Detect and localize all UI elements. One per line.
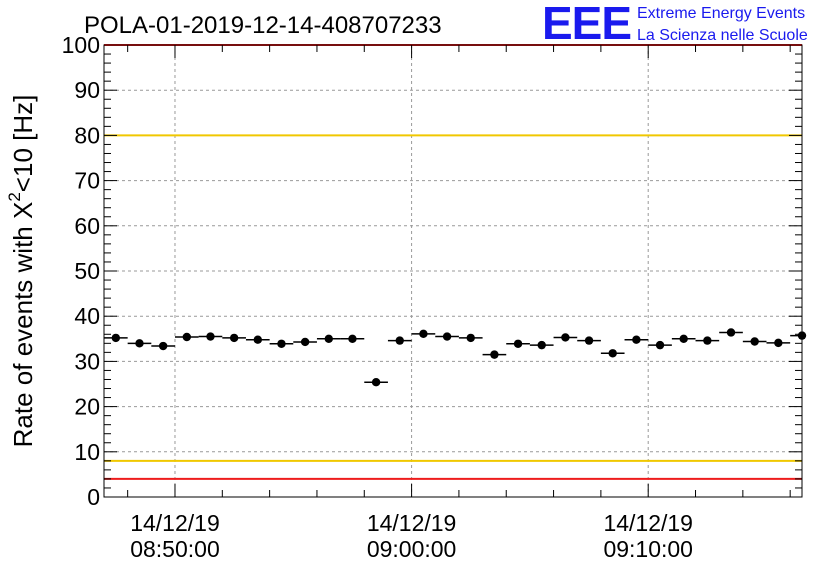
data-point: [726, 328, 736, 337]
grid: [104, 45, 802, 497]
x-tick-time-label: 09:00:00: [367, 536, 457, 562]
data-point: [277, 339, 286, 348]
data-point: [797, 331, 807, 340]
x-tick-date-label: 14/12/19: [130, 510, 220, 536]
data-points: [104, 328, 807, 387]
y-axis-label: Rate of events with X2<10 [Hz]: [5, 95, 38, 448]
data-point: [703, 336, 712, 345]
y-tick-label: 70: [74, 168, 100, 194]
data-point: [490, 350, 499, 359]
x-tick-date-label: 14/12/19: [367, 510, 457, 536]
y-tick-label: 100: [62, 32, 100, 58]
reference-lines: [104, 44, 802, 480]
data-point: [774, 338, 783, 348]
data-point: [253, 335, 262, 344]
y-tick-label: 90: [74, 77, 100, 103]
eee-logo: EEE Extreme Energy Events La Scienza nel…: [542, 0, 808, 49]
y-tick-label: 10: [74, 439, 100, 465]
y-axis: 0 10 20 30 40 50 60 70 80 90 100: [62, 32, 802, 510]
data-point: [584, 336, 594, 345]
y-tick-label: 20: [74, 394, 100, 420]
data-point: [442, 332, 452, 341]
y-axis-label-main: Rate of events with X: [8, 202, 38, 448]
data-point: [679, 334, 688, 343]
chart-title: POLA-01-2019-12-14-408707233: [84, 12, 442, 39]
data-point: [371, 377, 381, 387]
data-point: [632, 335, 641, 344]
data-point: [513, 339, 523, 348]
y-tick-label: 40: [74, 303, 100, 329]
y-axis-label-tail: <10 [Hz]: [8, 95, 38, 193]
data-point: [206, 332, 215, 341]
y-tick-label: 0: [87, 484, 100, 510]
data-point: [395, 336, 404, 345]
x-tick-time-label: 09:10:00: [603, 536, 693, 562]
x-axis: 14/12/1908:50:0014/12/1909:00:0014/12/19…: [127, 45, 791, 562]
data-point: [608, 349, 617, 358]
data-point: [750, 337, 759, 346]
y-axis-label-superscript: 2: [5, 192, 24, 201]
data-point: [324, 334, 333, 343]
data-point: [655, 340, 665, 350]
data-point: [300, 337, 310, 347]
x-tick-date-label: 14/12/19: [603, 510, 693, 536]
eee-logo-mark: EEE: [542, 0, 631, 49]
data-point: [158, 341, 168, 351]
y-tick-label: 50: [74, 258, 100, 284]
data-point: [111, 333, 121, 343]
x-tick-time-label: 08:50:00: [130, 536, 220, 562]
data-point: [182, 332, 192, 342]
data-point: [348, 334, 357, 343]
eee-logo-line2: La Scienza nelle Scuole: [637, 27, 808, 44]
data-point: [466, 333, 475, 343]
y-tick-label: 60: [74, 213, 100, 239]
data-point: [419, 329, 428, 339]
y-tick-label: 30: [74, 348, 100, 374]
eee-logo-line1: Extreme Energy Events: [637, 5, 805, 22]
data-point: [135, 339, 144, 348]
data-point: [537, 340, 546, 350]
y-tick-label: 80: [74, 122, 100, 148]
data-point: [229, 333, 239, 343]
data-point: [561, 333, 570, 342]
